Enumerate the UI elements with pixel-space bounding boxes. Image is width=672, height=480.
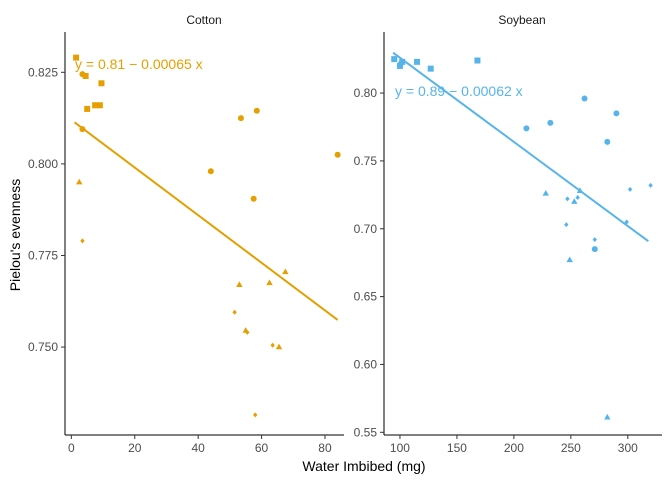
- data-point-circle: [547, 119, 554, 126]
- x-ticks-soybean: 100 150 200 250 300: [390, 435, 638, 455]
- points-soybean: [391, 56, 653, 420]
- panel-cotton: Cotton 0.750 0.775 0.800 0.825 0 20 40 60 80 y …: [28, 13, 344, 455]
- data-point-circle: [250, 195, 257, 202]
- data-point-diamond: [575, 195, 580, 201]
- data-point-triangle: [542, 189, 549, 196]
- data-point-circle: [253, 107, 260, 114]
- y-ticks-soybean: 0.55 0.60 0.65 0.70 0.75 0.80: [354, 86, 384, 439]
- x-axis-title: Water Imbibed (mg): [302, 458, 425, 474]
- y-tick-label-soybean: 0.70: [354, 222, 378, 236]
- data-point-square: [391, 56, 398, 63]
- x-tick-label-cotton: 60: [255, 441, 269, 455]
- x-tick-label-soybean: 250: [561, 441, 581, 455]
- equation-soybean: y = 0.89 − 0.00062 x: [395, 83, 523, 99]
- x-tick-label-soybean: 150: [447, 441, 467, 455]
- panel-soybean: Soybean 0.55 0.60 0.65 0.70 0.75 0.80 100 150 2…: [354, 13, 662, 455]
- data-point-diamond: [648, 182, 653, 188]
- x-ticks-cotton: 0 20 40 60 80: [68, 435, 332, 455]
- data-point-diamond: [245, 329, 250, 335]
- data-point-triangle: [571, 198, 578, 204]
- y-tick-label-cotton: 0.800: [28, 157, 58, 171]
- data-point-circle: [591, 246, 598, 253]
- fit-line-cotton: [73, 121, 339, 321]
- equation-cotton: y = 0.81 − 0.00065 x: [75, 56, 203, 72]
- data-point-triangle: [282, 268, 289, 275]
- data-point-diamond: [627, 186, 633, 192]
- x-tick-label-cotton: 20: [128, 441, 142, 455]
- data-point-diamond: [564, 222, 569, 228]
- data-point-square: [84, 105, 91, 112]
- strip-label-soybean: Soybean: [498, 13, 545, 27]
- strip-label-cotton: Cotton: [186, 13, 221, 27]
- data-point-square: [98, 80, 105, 87]
- y-tick-label-soybean: 0.60: [354, 357, 378, 371]
- data-point-diamond: [565, 196, 570, 202]
- data-point-square: [474, 57, 481, 64]
- data-point-square: [96, 102, 103, 109]
- x-tick-label-cotton: 40: [191, 441, 205, 455]
- data-point-diamond: [270, 342, 275, 348]
- data-point-square: [92, 102, 99, 109]
- points-cotton: [73, 54, 341, 418]
- data-point-circle: [79, 71, 86, 78]
- data-point-triangle: [275, 343, 283, 350]
- data-point-square: [427, 65, 434, 72]
- x-tick-label-soybean: 100: [390, 441, 410, 455]
- y-tick-label-cotton: 0.775: [28, 248, 58, 262]
- data-point-diamond: [80, 238, 85, 244]
- data-point-circle: [604, 138, 611, 145]
- data-point-diamond: [253, 412, 258, 418]
- data-point-circle: [334, 151, 341, 158]
- y-tick-label-soybean: 0.75: [354, 154, 378, 168]
- data-point-triangle: [266, 279, 273, 286]
- data-point-triangle: [604, 413, 611, 420]
- data-point-diamond: [592, 237, 597, 243]
- data-point-square: [73, 54, 80, 61]
- x-tick-label-soybean: 300: [618, 441, 638, 455]
- data-point-circle: [581, 95, 588, 102]
- y-tick-label-cotton: 0.750: [28, 340, 58, 354]
- data-point-circle: [237, 115, 244, 122]
- data-point-circle: [613, 110, 620, 117]
- y-ticks-cotton: 0.750 0.775 0.800 0.825: [28, 65, 65, 354]
- data-point-triangle: [76, 178, 83, 185]
- x-tick-label-cotton: 0: [68, 441, 75, 455]
- data-point-square: [414, 58, 421, 65]
- y-tick-label-soybean: 0.80: [354, 86, 378, 100]
- y-tick-label-soybean: 0.55: [354, 425, 378, 439]
- data-point-square: [82, 72, 89, 79]
- y-tick-label-soybean: 0.65: [354, 290, 378, 304]
- data-point-circle: [523, 125, 530, 132]
- x-tick-label-cotton: 80: [318, 441, 332, 455]
- data-point-diamond: [232, 309, 237, 315]
- data-point-triangle: [566, 256, 573, 263]
- y-axis-title: Pielou's evenness: [7, 179, 23, 291]
- y-tick-label-cotton: 0.825: [28, 65, 58, 79]
- fit-line-soybean: [392, 51, 649, 242]
- data-point-triangle: [236, 281, 243, 287]
- data-point-circle: [398, 60, 405, 67]
- data-point-circle: [207, 168, 214, 175]
- x-tick-label-soybean: 200: [504, 441, 524, 455]
